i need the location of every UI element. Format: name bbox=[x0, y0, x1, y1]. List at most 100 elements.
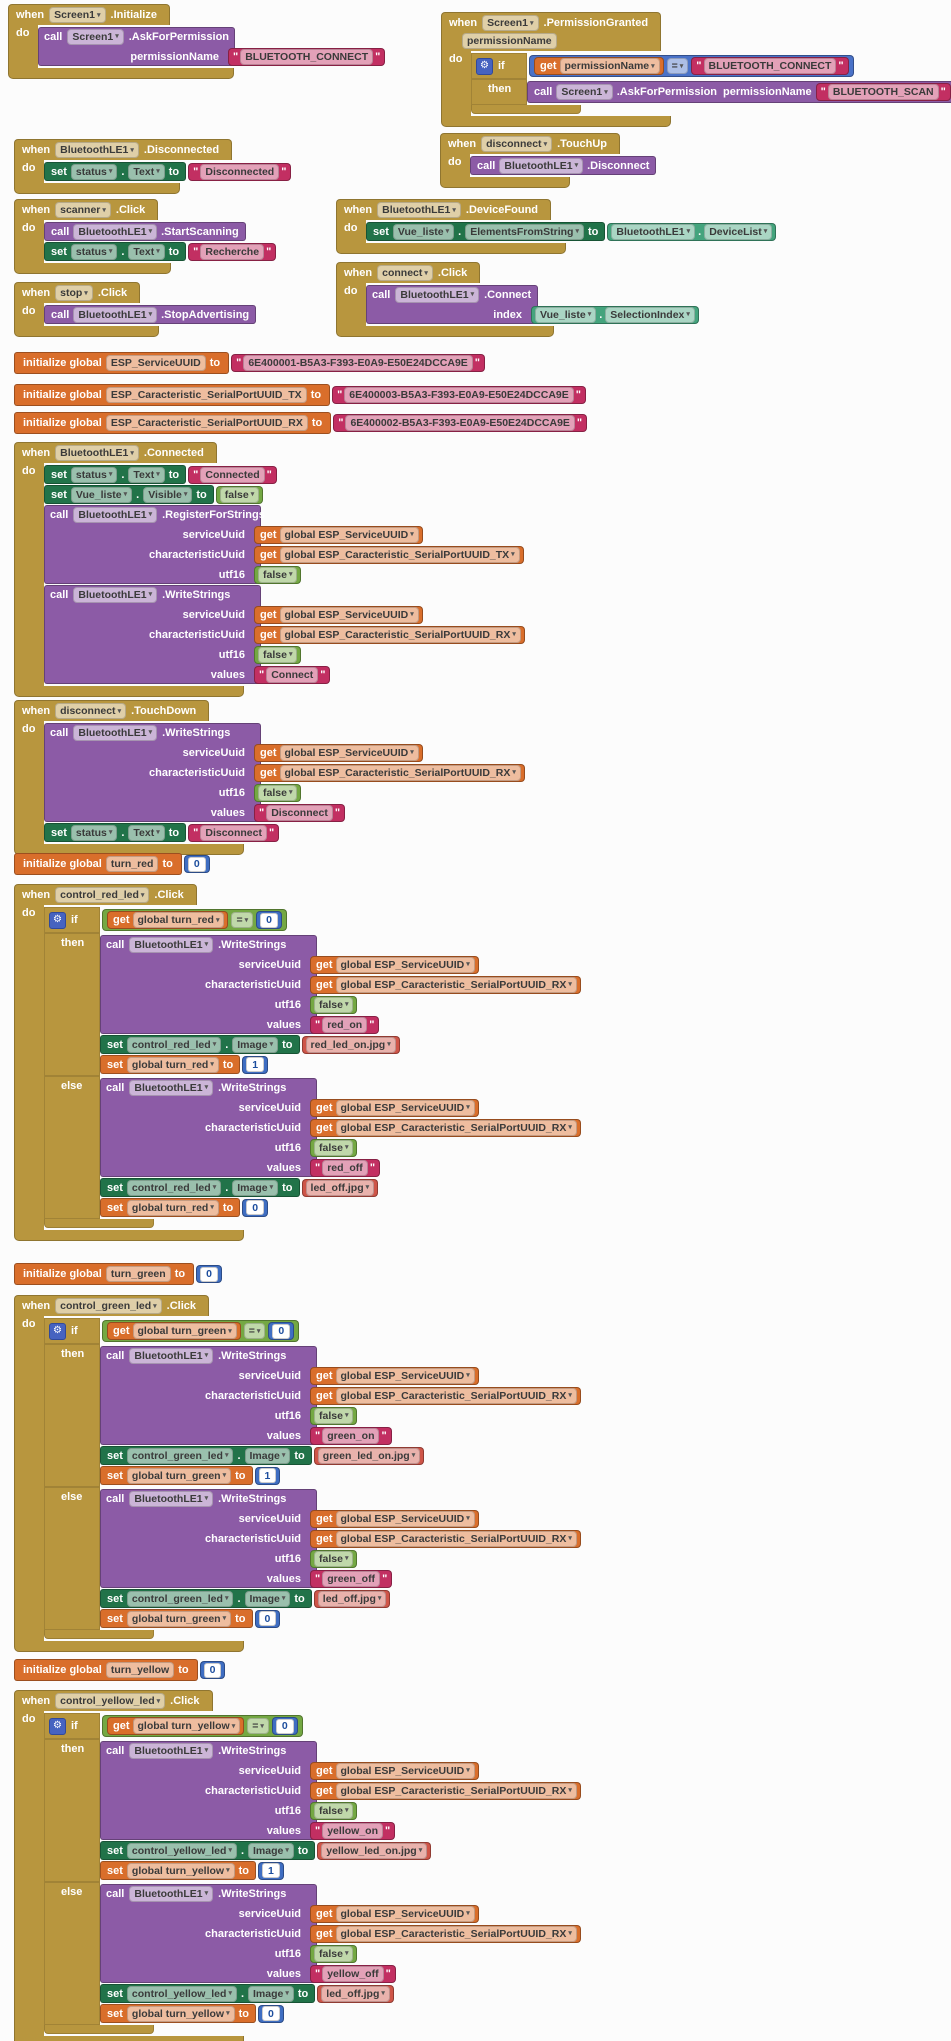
text-string-block[interactable]: " Disconnected " bbox=[188, 162, 292, 181]
component-dropdown[interactable]: BluetoothLE1 ▾ bbox=[55, 142, 139, 158]
text-value[interactable]: Connect bbox=[266, 666, 319, 683]
asset-filename-block[interactable]: red_led_on.jpg ▾ bbox=[301, 1035, 400, 1054]
get-variable-block[interactable]: get global turn_yellow ▾ bbox=[107, 1717, 245, 1735]
asset-filename-block[interactable]: led_off.jpg ▾ bbox=[317, 1984, 394, 2003]
property-dropdown[interactable]: Image ▾ bbox=[248, 1842, 294, 1859]
get-variable-block[interactable]: get global ESP_Caracteristic_SerialPortUU… bbox=[310, 1386, 581, 1405]
logic-boolean-block[interactable]: false ▾ bbox=[310, 1406, 358, 1425]
call-method-block[interactable]: call BluetoothLE1 ▾ .StartScanning bbox=[44, 222, 246, 241]
set-variable-block[interactable]: set global turn_red ▾ to bbox=[100, 1198, 241, 1217]
call-method-block[interactable]: call Screen1 ▾ .AskForPermission permissionN… bbox=[527, 81, 951, 103]
component-dropdown[interactable]: BluetoothLE1 ▾ bbox=[129, 1347, 214, 1364]
component-dropdown[interactable]: stop ▾ bbox=[55, 285, 93, 301]
variable-dropdown[interactable]: global turn_green ▾ bbox=[132, 1323, 237, 1339]
property-dropdown[interactable]: Image ▾ bbox=[244, 1447, 291, 1464]
property-dropdown[interactable]: Image ▾ bbox=[232, 1179, 279, 1196]
text-value[interactable]: Disconnect bbox=[266, 804, 333, 821]
text-value[interactable]: Recherche bbox=[200, 243, 265, 260]
component-dropdown[interactable]: BluetoothLE1 ▾ bbox=[73, 724, 158, 741]
component-dropdown[interactable]: Screen1 ▾ bbox=[49, 7, 106, 23]
component-dropdown[interactable]: control_red_led ▾ bbox=[55, 887, 150, 903]
set-property-block[interactable]: set Vue_liste ▾. Visible ▾ to bbox=[44, 485, 214, 504]
event-block-BluetoothLE1-Disconnected[interactable]: when BluetoothLE1 ▾ .Disconnected do set statu… bbox=[14, 139, 292, 194]
set-variable-block[interactable]: set global turn_yellow ▾ to bbox=[100, 1861, 256, 1880]
property-dropdown[interactable]: Text ▾ bbox=[128, 163, 165, 180]
component-dropdown[interactable]: disconnect ▾ bbox=[481, 136, 553, 152]
get-variable-block[interactable]: get permissionName ▾ bbox=[534, 57, 664, 75]
number-value[interactable]: 0 bbox=[272, 1323, 291, 1339]
property-dropdown[interactable]: Text ▾ bbox=[128, 466, 165, 483]
component-dropdown[interactable]: connect ▾ bbox=[377, 265, 433, 281]
variable-dropdown[interactable]: global ESP_ServiceUUID ▾ bbox=[335, 1905, 475, 1922]
mutator-gear-icon[interactable]: ⚙ bbox=[49, 911, 66, 929]
text-string-block[interactable]: " red_off " bbox=[310, 1158, 381, 1177]
text-string-block[interactable]: " 6E400001-B5A3-F393-E0A9-E50E24DCCA9E " bbox=[231, 354, 486, 372]
variable-dropdown[interactable]: global ESP_ServiceUUID ▾ bbox=[335, 956, 475, 973]
event-block-connect-Click[interactable]: when connect ▾ .Click do call BluetoothLE1 ▾ .Co… bbox=[336, 262, 699, 337]
logic-boolean-block[interactable]: false ▾ bbox=[254, 645, 302, 664]
number-value[interactable]: 0 bbox=[260, 912, 278, 928]
asset-dropdown[interactable]: led_off.jpg ▾ bbox=[305, 1179, 375, 1196]
variable-dropdown[interactable]: global ESP_ServiceUUID ▾ bbox=[279, 744, 419, 761]
global-name-field[interactable]: turn_yellow bbox=[105, 1662, 175, 1678]
set-property-block[interactable]: set status ▾. Text ▾ to bbox=[44, 242, 187, 261]
variable-dropdown[interactable]: global turn_yellow ▾ bbox=[132, 1718, 241, 1734]
property-dropdown[interactable]: Visible ▾ bbox=[143, 486, 193, 503]
component-dropdown[interactable]: status ▾ bbox=[70, 824, 118, 841]
component-property-getter-block[interactable]: BluetoothLE1 ▾. DeviceList ▾ bbox=[607, 222, 777, 241]
variable-dropdown[interactable]: global turn_red ▾ bbox=[132, 912, 225, 928]
logic-boolean-block[interactable]: false ▾ bbox=[254, 565, 302, 584]
component-dropdown[interactable]: BluetoothLE1 ▾ bbox=[129, 1079, 214, 1096]
text-string-block[interactable]: " Disconnect " bbox=[254, 803, 346, 822]
boolean-dropdown[interactable]: false ▾ bbox=[258, 566, 298, 583]
call-method-block[interactable]: call BluetoothLE1 ▾ .WriteStrings serviceUui… bbox=[100, 1346, 581, 1445]
set-variable-block[interactable]: set global turn_green ▾ to bbox=[100, 1609, 253, 1628]
boolean-dropdown[interactable]: false ▾ bbox=[219, 486, 260, 503]
set-variable-block[interactable]: set global turn_yellow ▾ to bbox=[100, 2004, 256, 2023]
variable-dropdown[interactable]: global ESP_ServiceUUID ▾ bbox=[335, 1762, 475, 1779]
component-dropdown[interactable]: BluetoothLE1 ▾ bbox=[377, 202, 461, 218]
initialize-global-block[interactable]: initialize global turn_red to bbox=[14, 853, 182, 875]
logic-boolean-block[interactable]: false ▾ bbox=[310, 1549, 358, 1568]
equals-comparison-block[interactable]: get global turn_green ▾ = ▾ 0 bbox=[102, 1320, 300, 1342]
variable-dropdown[interactable]: global ESP_Caracteristic_SerialPortUUID_… bbox=[335, 1119, 577, 1136]
component-property-getter-block[interactable]: Vue_liste ▾. SelectionIndex ▾ bbox=[531, 305, 699, 324]
text-value[interactable]: red_on bbox=[322, 1016, 368, 1033]
event-block-control_green_led-Click[interactable]: when control_green_led ▾ .Click do ⚙ if get glob… bbox=[14, 1295, 581, 1652]
component-dropdown[interactable]: Vue_liste ▾ bbox=[70, 486, 133, 503]
text-string-block[interactable]: " Connected " bbox=[188, 465, 277, 484]
asset-dropdown[interactable]: led_off.jpg ▾ bbox=[321, 1985, 390, 2002]
boolean-dropdown[interactable]: false ▾ bbox=[314, 1139, 354, 1156]
component-dropdown[interactable]: BluetoothLE1 ▾ bbox=[73, 306, 158, 323]
logic-boolean-block[interactable]: false ▾ bbox=[310, 995, 358, 1014]
get-variable-block[interactable]: get global turn_red ▾ bbox=[107, 911, 229, 929]
text-value[interactable]: Disconnect bbox=[200, 824, 267, 841]
text-string-block[interactable]: " Recherche " bbox=[188, 242, 277, 261]
text-string-block[interactable]: " green_off " bbox=[310, 1569, 393, 1588]
logic-boolean-block[interactable]: false ▾ bbox=[310, 1944, 358, 1963]
init-global-turn_green-block[interactable]: initialize global turn_green to 0 bbox=[14, 1263, 222, 1285]
text-string-block[interactable]: " yellow_on " bbox=[310, 1821, 396, 1840]
variable-dropdown[interactable]: global turn_red ▾ bbox=[126, 1199, 219, 1216]
number-block[interactable]: 0 bbox=[199, 1661, 226, 1679]
global-name-field[interactable]: turn_green bbox=[105, 1266, 171, 1282]
get-variable-block[interactable]: get global turn_green ▾ bbox=[107, 1322, 241, 1340]
component-dropdown[interactable]: control_green_led ▾ bbox=[126, 1590, 234, 1607]
variable-dropdown[interactable]: global ESP_Caracteristic_SerialPortUUID_… bbox=[335, 1530, 577, 1547]
number-block[interactable]: 0 bbox=[271, 1717, 298, 1735]
variable-dropdown[interactable]: global ESP_ServiceUUID ▾ bbox=[335, 1099, 475, 1116]
equals-comparison-block[interactable]: get global turn_red ▾ = ▾ 0 bbox=[102, 909, 287, 931]
text-string-block[interactable]: " BLUETOOTH_SCAN " bbox=[815, 83, 951, 101]
logic-boolean-block[interactable]: false ▾ bbox=[254, 783, 302, 802]
component-dropdown[interactable]: BluetoothLE1 ▾ bbox=[129, 1742, 214, 1759]
variable-dropdown[interactable]: global turn_green ▾ bbox=[126, 1610, 232, 1627]
component-dropdown[interactable]: BluetoothLE1 ▾ bbox=[611, 223, 696, 240]
global-name-field[interactable]: ESP_Caracteristic_SerialPortUUID_RX bbox=[105, 415, 308, 431]
get-variable-block[interactable]: get global ESP_Caracteristic_SerialPortUU… bbox=[310, 1924, 581, 1943]
text-value[interactable]: red_off bbox=[322, 1159, 368, 1176]
mutator-gear-icon[interactable]: ⚙ bbox=[49, 1322, 66, 1340]
variable-dropdown[interactable]: global ESP_Caracteristic_SerialPortUUID_… bbox=[279, 546, 520, 563]
number-value[interactable]: 0 bbox=[246, 1200, 265, 1215]
if-then-else-block[interactable]: ⚙ if get global turn_red ▾ = ▾ 0 then call Bluetoo… bbox=[44, 907, 581, 1228]
property-dropdown[interactable]: Image ▾ bbox=[232, 1036, 279, 1053]
